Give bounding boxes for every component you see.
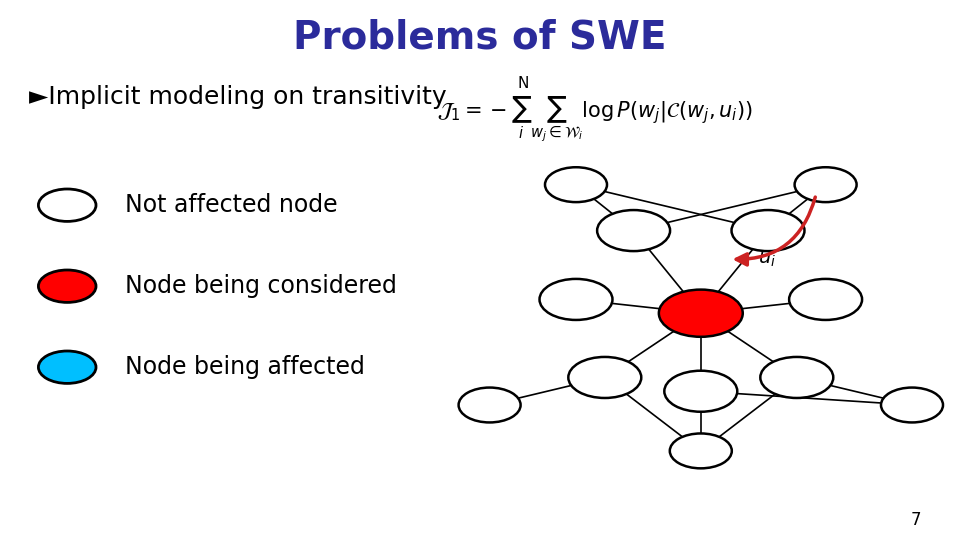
Circle shape xyxy=(459,388,520,422)
Text: Not affected node: Not affected node xyxy=(125,193,337,217)
Text: Problems of SWE: Problems of SWE xyxy=(293,19,667,57)
Text: Node being affected: Node being affected xyxy=(125,355,365,379)
Circle shape xyxy=(540,279,612,320)
Circle shape xyxy=(38,189,96,221)
FancyArrowPatch shape xyxy=(736,197,815,265)
Circle shape xyxy=(597,210,670,251)
Text: 7: 7 xyxy=(911,511,922,529)
Text: ►Implicit modeling on transitivity: ►Implicit modeling on transitivity xyxy=(29,85,446,109)
Circle shape xyxy=(545,167,607,202)
Circle shape xyxy=(38,270,96,302)
Circle shape xyxy=(568,357,641,398)
Circle shape xyxy=(732,210,804,251)
Circle shape xyxy=(659,289,743,337)
Circle shape xyxy=(670,434,732,468)
Circle shape xyxy=(664,370,737,412)
Circle shape xyxy=(38,351,96,383)
Text: N: N xyxy=(517,76,529,91)
Circle shape xyxy=(789,279,862,320)
Circle shape xyxy=(760,357,833,398)
Text: Node being considered: Node being considered xyxy=(125,274,396,298)
Text: $u_i$: $u_i$ xyxy=(758,249,777,269)
Text: $\mathcal{J}_1 = -\sum_{i}\sum_{w_j \in \mathcal{W}_i} \log P(w_j|\mathcal{C}(w_: $\mathcal{J}_1 = -\sum_{i}\sum_{w_j \in … xyxy=(437,94,754,144)
Circle shape xyxy=(881,388,943,422)
Circle shape xyxy=(795,167,856,202)
